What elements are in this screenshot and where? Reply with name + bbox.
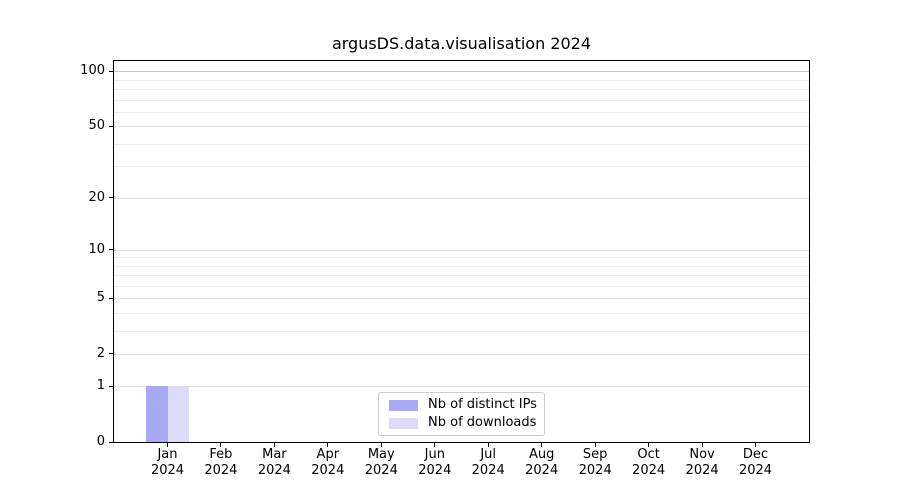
x-tick-label: May 2024	[349, 447, 413, 479]
x-tick-year: 2024	[204, 463, 238, 478]
x-tick-label: Mar 2024	[242, 447, 306, 479]
x-tick-month: Nov	[689, 447, 715, 462]
x-tick-month: Oct	[637, 447, 660, 462]
gridline-minor	[114, 79, 809, 81]
y-tick-label: 1	[96, 378, 105, 394]
x-tick-month: Apr	[316, 447, 340, 462]
x-tick-year: 2024	[257, 463, 291, 478]
y-tick-mark	[109, 297, 113, 299]
y-tick-mark	[109, 385, 113, 387]
x-tick-label: Aug 2024	[510, 447, 574, 479]
x-tick-month: Dec	[742, 447, 769, 462]
x-tick-label: Jul 2024	[456, 447, 520, 479]
bar-nb-of-distinct-ips	[146, 386, 168, 442]
gridline-minor	[114, 312, 809, 314]
x-tick-year: 2024	[525, 463, 559, 478]
x-tick-mark	[380, 443, 382, 447]
x-tick-mark	[220, 443, 222, 447]
y-tick-label: 2	[96, 345, 105, 361]
x-tick-year: 2024	[632, 463, 666, 478]
y-tick-mark	[109, 70, 113, 72]
legend-swatch-distinct-ips-icon	[389, 399, 418, 411]
y-tick-label: 10	[88, 241, 105, 257]
x-tick-label: Jun 2024	[403, 447, 467, 479]
y-tick-label: 20	[88, 189, 105, 205]
y-tick-label: 50	[88, 118, 105, 134]
x-tick-month: Jul	[480, 447, 497, 462]
x-tick-year: 2024	[150, 463, 185, 478]
x-tick-label: Oct 2024	[617, 447, 681, 479]
x-tick-month: Sep	[582, 447, 608, 462]
gridline-major	[114, 126, 809, 128]
gridline-major	[114, 249, 809, 251]
y-tick-mark	[109, 353, 113, 355]
gridline-minor	[114, 166, 809, 168]
gridline-major	[114, 298, 809, 300]
chart-title: argusDS.data.visualisation 2024	[331, 34, 592, 53]
x-tick-month: Jan	[157, 447, 178, 462]
gridline-major	[114, 386, 809, 388]
gridline-minor	[114, 285, 809, 287]
gridline-minor	[114, 89, 809, 91]
x-tick-mark	[541, 443, 543, 447]
x-tick-month: May	[367, 447, 395, 462]
x-tick-mark	[648, 443, 650, 447]
x-tick-year: 2024	[471, 463, 505, 478]
gridline-minor	[114, 265, 809, 267]
x-tick-label: Sep 2024	[563, 447, 627, 479]
x-tick-month: Mar	[262, 447, 287, 462]
x-tick-month: Jun	[424, 447, 445, 462]
x-tick-year: 2024	[738, 463, 773, 478]
x-tick-year: 2024	[364, 463, 398, 478]
gridline-major	[114, 353, 809, 355]
legend: Nb of distinct IPs Nb of downloads	[378, 392, 545, 436]
y-tick-label: 0	[96, 434, 105, 449]
y-tick-mark	[109, 197, 113, 198]
y-tick-mark	[109, 441, 113, 443]
bar-nb-of-downloads	[167, 386, 189, 442]
gridline-major	[114, 197, 809, 199]
x-tick-mark	[487, 443, 489, 447]
gridline-major	[114, 71, 809, 73]
gridline-minor	[114, 111, 809, 113]
x-tick-mark	[327, 443, 329, 447]
x-tick-mark	[594, 443, 596, 447]
x-tick-year: 2024	[685, 463, 719, 478]
gridline-minor	[114, 257, 809, 259]
x-tick-mark	[701, 443, 703, 447]
x-tick-year: 2024	[578, 463, 612, 478]
gridline-minor	[114, 330, 809, 332]
x-tick-label: Nov 2024	[670, 447, 734, 479]
x-tick-label: Feb 2024	[189, 447, 253, 479]
x-tick-year: 2024	[418, 463, 452, 478]
x-tick-mark	[273, 443, 275, 447]
y-tick-label: 100	[80, 63, 105, 79]
x-tick-mark	[755, 443, 756, 447]
gridline-minor	[114, 99, 809, 101]
y-tick-mark	[109, 125, 113, 127]
legend-label-downloads: Nb of downloads	[428, 415, 537, 430]
x-tick-label: Apr 2024	[296, 447, 360, 479]
legend-item-distinct-ips: Nb of distinct IPs	[389, 398, 544, 412]
x-tick-label: Jan 2024	[136, 447, 200, 479]
x-tick-mark	[434, 443, 436, 447]
legend-swatch-downloads-icon	[389, 417, 418, 429]
x-tick-month: Aug	[528, 447, 555, 462]
x-tick-month: Feb	[209, 447, 233, 462]
plot-area: Nb of distinct IPs Nb of downloads	[113, 60, 810, 443]
gridline-minor	[114, 143, 809, 145]
x-tick-label: Dec 2024	[724, 447, 788, 479]
y-tick-label: 5	[96, 290, 105, 306]
legend-item-downloads: Nb of downloads	[389, 416, 544, 430]
gridline-minor	[114, 275, 809, 276]
x-tick-mark	[167, 443, 168, 447]
legend-label-distinct-ips: Nb of distinct IPs	[428, 397, 537, 412]
y-tick-mark	[109, 249, 113, 250]
x-tick-year: 2024	[311, 463, 345, 478]
